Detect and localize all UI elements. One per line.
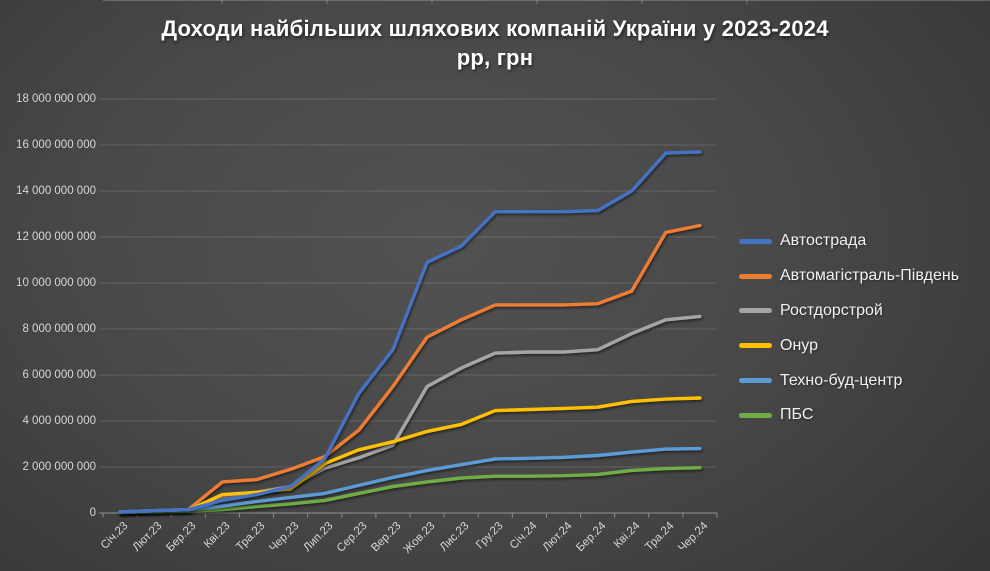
- y-axis-label: 18 000 000 000: [16, 93, 96, 105]
- legend: Автострада Автомагістраль-Південь Ростдорс…: [739, 224, 959, 433]
- y-axis-label: 16 000 000 000: [16, 139, 96, 151]
- legend-item: Онур: [739, 328, 959, 363]
- legend-swatch: [739, 343, 772, 349]
- legend-item: ПБС: [739, 398, 959, 433]
- y-axis-label: 12 000 000 000: [16, 231, 96, 243]
- series-line-2: [118, 223, 702, 514]
- legend-label: Онур: [780, 336, 818, 354]
- legend-swatch: [739, 308, 772, 314]
- legend-label: Автомагістраль-Південь: [780, 267, 960, 285]
- y-axis-label: 6 000 000 000: [22, 369, 96, 381]
- legend-item: Техно-буд-центр: [739, 363, 959, 398]
- legend-item: Автострада: [739, 224, 959, 259]
- y-axis-label: 4 000 000 000: [22, 415, 96, 427]
- legend-swatch: [739, 378, 772, 384]
- legend-item: Автомагістраль-Південь: [739, 259, 959, 294]
- series-line-1: [118, 150, 702, 514]
- legend-label: Ростдорстрой: [780, 301, 883, 319]
- legend-label: ПБС: [780, 406, 814, 424]
- legend-label: Техно-буд-центр: [780, 371, 903, 389]
- legend-swatch: [739, 412, 772, 418]
- series-line-5: [118, 446, 702, 514]
- legend-swatch: [739, 238, 772, 244]
- y-axis-label: 2 000 000 000: [22, 461, 96, 473]
- chart-title-line2: рр, грн: [456, 45, 534, 70]
- chart-title-line1: Доходи найбільших шляхових компаній Укра…: [161, 16, 829, 41]
- legend-item: Ростдорстрой: [739, 294, 959, 329]
- series-line-6: [118, 466, 702, 515]
- y-axis-label: 8 000 000 000: [22, 323, 96, 335]
- series-line-4: [118, 396, 702, 514]
- y-axis-label: 10 000 000 000: [16, 277, 96, 289]
- legend-label: Автострада: [780, 232, 867, 250]
- y-axis-label: 14 000 000 000: [16, 185, 96, 197]
- y-axis-label: 0: [89, 507, 96, 519]
- legend-swatch: [739, 273, 772, 279]
- chart-title: Доходи найбільших шляхових компаній Укра…: [0, 14, 990, 72]
